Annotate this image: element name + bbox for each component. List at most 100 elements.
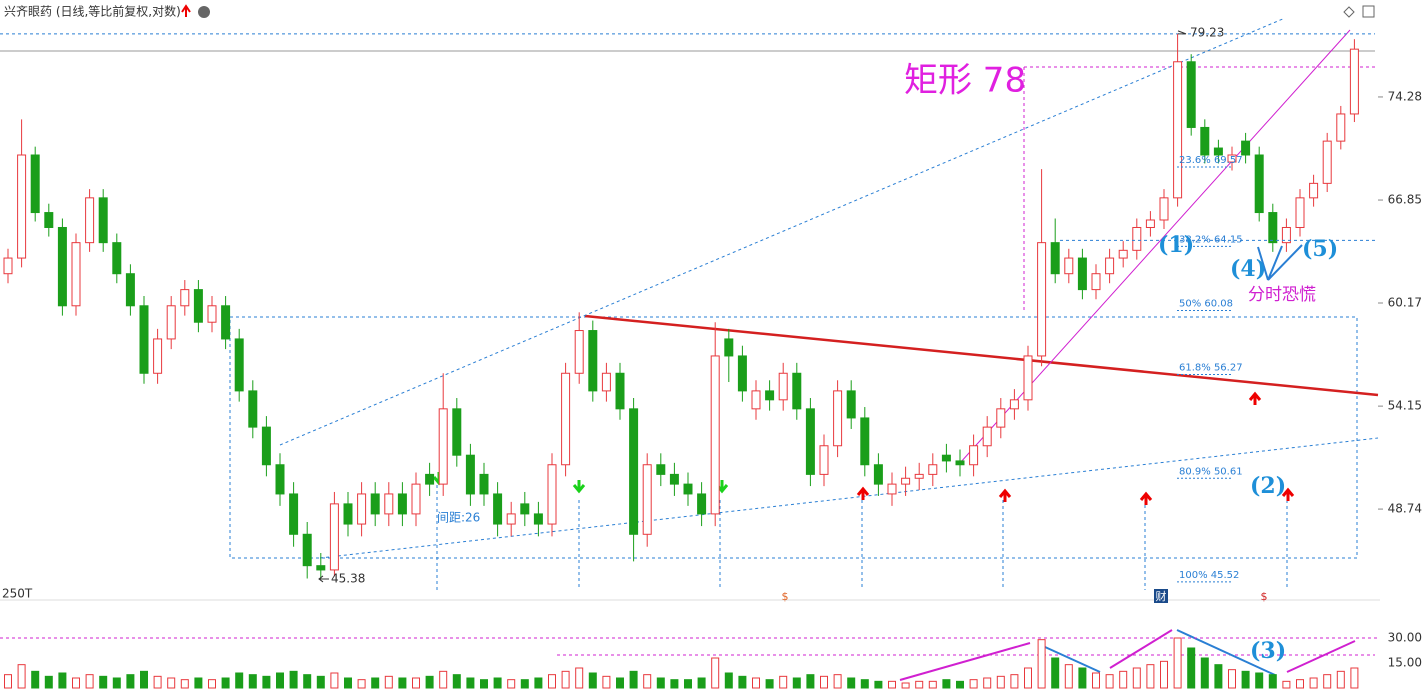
spacing-note: 间距:26 xyxy=(437,511,480,525)
wave-label: (2) xyxy=(1250,473,1286,499)
volume-bar xyxy=(1173,637,1182,689)
volume-bar xyxy=(956,680,964,689)
volume-bar xyxy=(1241,670,1250,689)
volume-bar xyxy=(357,679,366,689)
candle-body xyxy=(615,372,625,410)
candle-body xyxy=(1105,257,1115,275)
event-mark: $ xyxy=(782,590,789,603)
candle-body xyxy=(506,513,516,525)
candle-body xyxy=(302,533,312,567)
signal-lines xyxy=(436,485,1288,590)
candle-body xyxy=(1281,226,1291,244)
candle-body xyxy=(751,390,761,410)
candle-body xyxy=(1213,147,1223,156)
volume-bar xyxy=(99,675,108,689)
volume-bar xyxy=(915,680,924,689)
fib-label: 80.9% 50.61 xyxy=(1179,466,1243,477)
wave-arrows xyxy=(1257,244,1303,281)
candle-body xyxy=(1009,399,1019,410)
candle-body xyxy=(112,242,122,275)
volume-bar xyxy=(1119,670,1128,689)
candle-body xyxy=(887,483,897,495)
candle-body xyxy=(819,445,829,475)
candle-body xyxy=(1295,197,1305,228)
candle-body xyxy=(71,242,81,307)
volume-bar xyxy=(371,677,380,689)
candle-body xyxy=(928,464,938,475)
volume-bar xyxy=(439,670,448,689)
volume-bar xyxy=(235,672,244,689)
candle-body xyxy=(357,493,367,525)
volume-bar xyxy=(656,677,665,689)
candle-body xyxy=(3,257,13,275)
candle-body xyxy=(1322,140,1332,184)
candle-body xyxy=(1023,355,1033,401)
candle-body xyxy=(1336,113,1346,142)
volume-bar xyxy=(629,670,638,689)
volume-bar xyxy=(344,677,352,689)
volume-bar xyxy=(1200,657,1209,689)
candle-body xyxy=(1145,219,1155,228)
candle-body xyxy=(1268,212,1278,244)
candle-body xyxy=(411,483,421,515)
menu-icon[interactable] xyxy=(198,6,210,18)
candle-body xyxy=(248,390,258,428)
signal-arrows xyxy=(432,391,1295,505)
candle-body xyxy=(1077,257,1087,291)
volume-bar xyxy=(1282,680,1291,689)
candle-body xyxy=(493,493,503,525)
candle-body xyxy=(1050,242,1060,275)
candle-body xyxy=(30,154,40,214)
volume-bar xyxy=(17,664,26,689)
volume-bar xyxy=(1024,667,1032,689)
volume-arrows xyxy=(899,629,1356,681)
volume-bar xyxy=(711,657,720,689)
volume-bar xyxy=(1160,660,1168,689)
diamond-icon[interactable] xyxy=(1343,6,1355,18)
event-box xyxy=(1154,589,1168,603)
candle-body xyxy=(629,408,639,535)
candle-body xyxy=(329,503,339,571)
y-tick-label: 74.28 xyxy=(1388,89,1422,103)
candle-body xyxy=(316,565,326,571)
window-icon[interactable] xyxy=(1362,5,1375,18)
volume-bar xyxy=(520,679,529,689)
candle-body xyxy=(166,305,176,340)
y-tick-label: 48.74 xyxy=(1388,502,1422,516)
candle-body xyxy=(1349,48,1359,115)
volume-bar xyxy=(425,675,434,689)
fib-label: 61.8% 56.27 xyxy=(1179,363,1243,374)
candle-body xyxy=(955,460,965,466)
volume-bar xyxy=(466,677,475,689)
candle-body xyxy=(193,289,203,323)
volume-bar xyxy=(1350,667,1359,689)
volume-bar xyxy=(1078,667,1087,689)
volume-bar xyxy=(384,675,393,689)
volume-bar xyxy=(1051,657,1060,689)
volume-bar xyxy=(167,677,176,689)
candle-body xyxy=(656,464,666,475)
volume-bar xyxy=(398,677,407,689)
candle-body xyxy=(846,390,856,419)
up-icon xyxy=(181,4,191,17)
candle-body xyxy=(669,473,679,485)
candle-body xyxy=(425,473,435,485)
candle-body xyxy=(1064,257,1074,275)
candle-body xyxy=(384,493,394,515)
volume-bar xyxy=(670,679,679,689)
volume-bar xyxy=(1309,677,1318,689)
volume-bar xyxy=(316,675,325,689)
candle-body xyxy=(901,477,911,485)
volume-bar xyxy=(276,672,284,689)
volume-bar xyxy=(4,674,12,689)
candle-body xyxy=(982,426,992,447)
candle-body xyxy=(343,503,353,525)
volume-bar xyxy=(112,677,121,689)
volume-bar xyxy=(1336,670,1345,689)
volume-bar xyxy=(1296,679,1304,689)
candle-body xyxy=(833,390,843,447)
candle-body xyxy=(561,372,571,466)
volume-bar xyxy=(31,670,40,689)
